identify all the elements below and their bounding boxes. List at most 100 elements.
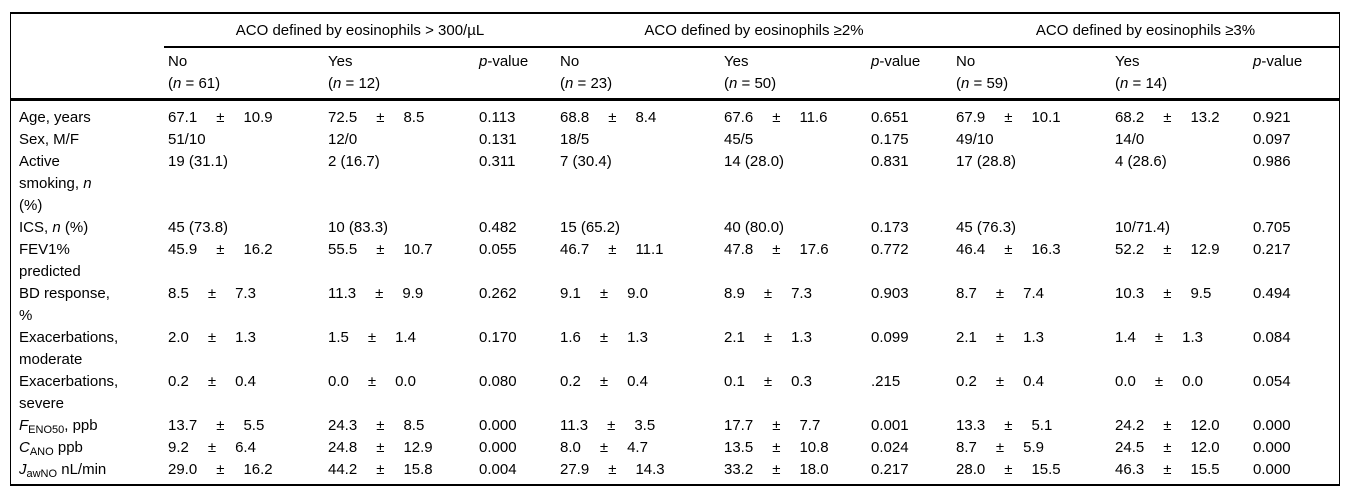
mean-sd: 8.7 ±5.9 [956, 437, 1111, 459]
n-prefix: ( [328, 75, 333, 92]
mean-sd: 67.9 ±10.1 [956, 107, 1111, 129]
p-value-cell: 0.262 [479, 283, 556, 327]
plus-minus-sign: ± [376, 109, 385, 126]
stat-cell: 29.0 ±16.2 [164, 459, 324, 484]
mean-value: 0.2 [560, 373, 581, 390]
mean-sd: 24.3 ±8.5 [328, 415, 479, 437]
mean-sd: 10.3 ±9.5 [1115, 283, 1253, 305]
sd-value: 4.7 [627, 439, 648, 456]
mean-value: 44.2 [328, 461, 358, 478]
mean-value: 45.9 [168, 241, 198, 258]
p-value: 0.651 [871, 109, 909, 126]
mean-value: 1.6 [560, 329, 581, 346]
plus-minus-sign: ± [1163, 417, 1172, 434]
sd-value: 9.5 [1190, 285, 1212, 302]
p-value-cell: .215 [871, 371, 952, 415]
sd-value: 0.4 [627, 373, 648, 390]
stat-cell: 72.5 ±8.5 [324, 100, 479, 130]
table-row: Sex, M/F 51/10 12/0 0.131 18/5 45/5 0.175 49/10… [11, 129, 1339, 151]
mean-value: 8.7 [956, 285, 977, 302]
mean-sd: 13.5 ±10.8 [724, 437, 871, 459]
sd-value: 0.0 [395, 373, 416, 390]
sd-value: 10.7 [403, 241, 433, 258]
comparison-table-frame: ACO defined by eosinophils > 300/µL ACO d… [10, 12, 1340, 486]
mean-value: 46.7 [560, 241, 590, 258]
p-rest: -value [1261, 53, 1303, 70]
stat-cell: 0.0 ±0.0 [1111, 371, 1253, 415]
stat-cell: 10.3 ±9.5 [1111, 283, 1253, 327]
p-value-cell: 0.000 [479, 415, 556, 437]
mean-value: 8.5 [168, 285, 189, 302]
value-cell: 7 (30.4) [556, 151, 720, 217]
label-italic: F [19, 417, 29, 434]
sd-value: 15.8 [403, 461, 433, 478]
p-value: 0.080 [479, 373, 517, 390]
stat-cell: 45.9 ±16.2 [164, 239, 324, 283]
column-header-row: No (n = 61) Yes (n = 12) p-value No (n = 23) Ye… [11, 47, 1340, 101]
p-value-cell: 0.000 [1253, 459, 1339, 484]
sample-size: (n = 50) [724, 73, 871, 95]
plus-minus-sign: ± [216, 461, 225, 478]
row-label: JawNO nL/min [11, 459, 164, 484]
value-cell: 17 (28.8) [952, 151, 1111, 217]
sd-value: 1.3 [235, 329, 256, 346]
cell-text: 51/10 [168, 131, 206, 148]
sd-value: 0.3 [791, 373, 812, 390]
p-value: 0.772 [871, 241, 909, 258]
plus-minus-sign: ± [1004, 417, 1013, 434]
mean-sd: 27.9 ±14.3 [560, 459, 720, 481]
plus-minus-sign: ± [376, 439, 385, 456]
row-label: Exacerbations, moderate [11, 327, 164, 371]
plus-minus-sign: ± [1163, 285, 1172, 302]
p-symbol: p [1253, 53, 1262, 70]
value-cell: 40 (80.0) [720, 217, 871, 239]
mean-value: 68.8 [560, 109, 590, 126]
stat-cell: 9.2 ±6.4 [164, 437, 324, 459]
mean-sd: 8.7 ±7.4 [956, 283, 1111, 305]
plus-minus-sign: ± [207, 439, 217, 456]
plus-minus-sign: ± [599, 373, 609, 390]
sd-value: 16.2 [243, 241, 273, 258]
plus-minus-sign: ± [995, 329, 1005, 346]
row-label: ICS, n (%) [11, 217, 164, 239]
p-value: .215 [871, 373, 901, 390]
column-header-yes: Yes (n = 12) [324, 47, 479, 101]
label-italic: C [19, 439, 30, 456]
table-row: ICS, n (%) 45 (73.8) 10 (83.3) 0.482 15 (65.… [11, 217, 1339, 239]
mean-value: 0.0 [328, 373, 349, 390]
n-value: = 59) [969, 75, 1009, 92]
mean-value: 9.1 [560, 285, 581, 302]
table-row: BD response, % 8.5 ±7.3 11.3 ±9.9 0.262 9.1 ±9.… [11, 283, 1339, 327]
cell-text: 10/71.4) [1115, 219, 1171, 236]
cell-text: 4 (28.6) [1115, 153, 1167, 170]
plus-minus-sign: ± [207, 285, 217, 302]
mean-sd: 8.9 ±7.3 [724, 283, 871, 305]
mean-sd: 46.4 ±16.3 [956, 239, 1111, 261]
sd-value: 8.4 [635, 109, 657, 126]
yes-label: Yes [328, 53, 353, 70]
plus-minus-sign: ± [1004, 109, 1013, 126]
mean-sd: 52.2 ±12.9 [1115, 239, 1253, 261]
yes-label: Yes [724, 53, 749, 70]
plus-minus-sign: ± [599, 439, 609, 456]
stat-cell: 68.2 ±13.2 [1111, 100, 1253, 130]
sd-value: 7.4 [1023, 285, 1044, 302]
row-label: Age, years [11, 100, 164, 130]
column-header-no: No (n = 23) [556, 47, 720, 101]
column-header-pvalue: p-value [479, 47, 556, 101]
p-value: 0.113 [479, 109, 516, 126]
p-symbol: p [479, 53, 488, 70]
sd-value: 5.5 [243, 417, 265, 434]
stat-cell: 0.0 ±0.0 [324, 371, 479, 415]
stat-cell: 13.7 ±5.5 [164, 415, 324, 437]
p-value: 0.311 [479, 153, 516, 170]
mean-value: 46.4 [956, 241, 986, 258]
label-text: Exacerbations, moderate [19, 329, 119, 368]
label-text: Sex, M/F [19, 131, 80, 148]
stat-cell: 0.1 ±0.3 [720, 371, 871, 415]
value-cell: 45/5 [720, 129, 871, 151]
plus-minus-sign: ± [376, 461, 385, 478]
p-value-cell: 0.175 [871, 129, 952, 151]
table-row: Age, years 67.1 ±10.9 72.5 ±8.5 0.113 68.8 ±8.4… [11, 100, 1339, 130]
stat-cell: 2.0 ±1.3 [164, 327, 324, 371]
